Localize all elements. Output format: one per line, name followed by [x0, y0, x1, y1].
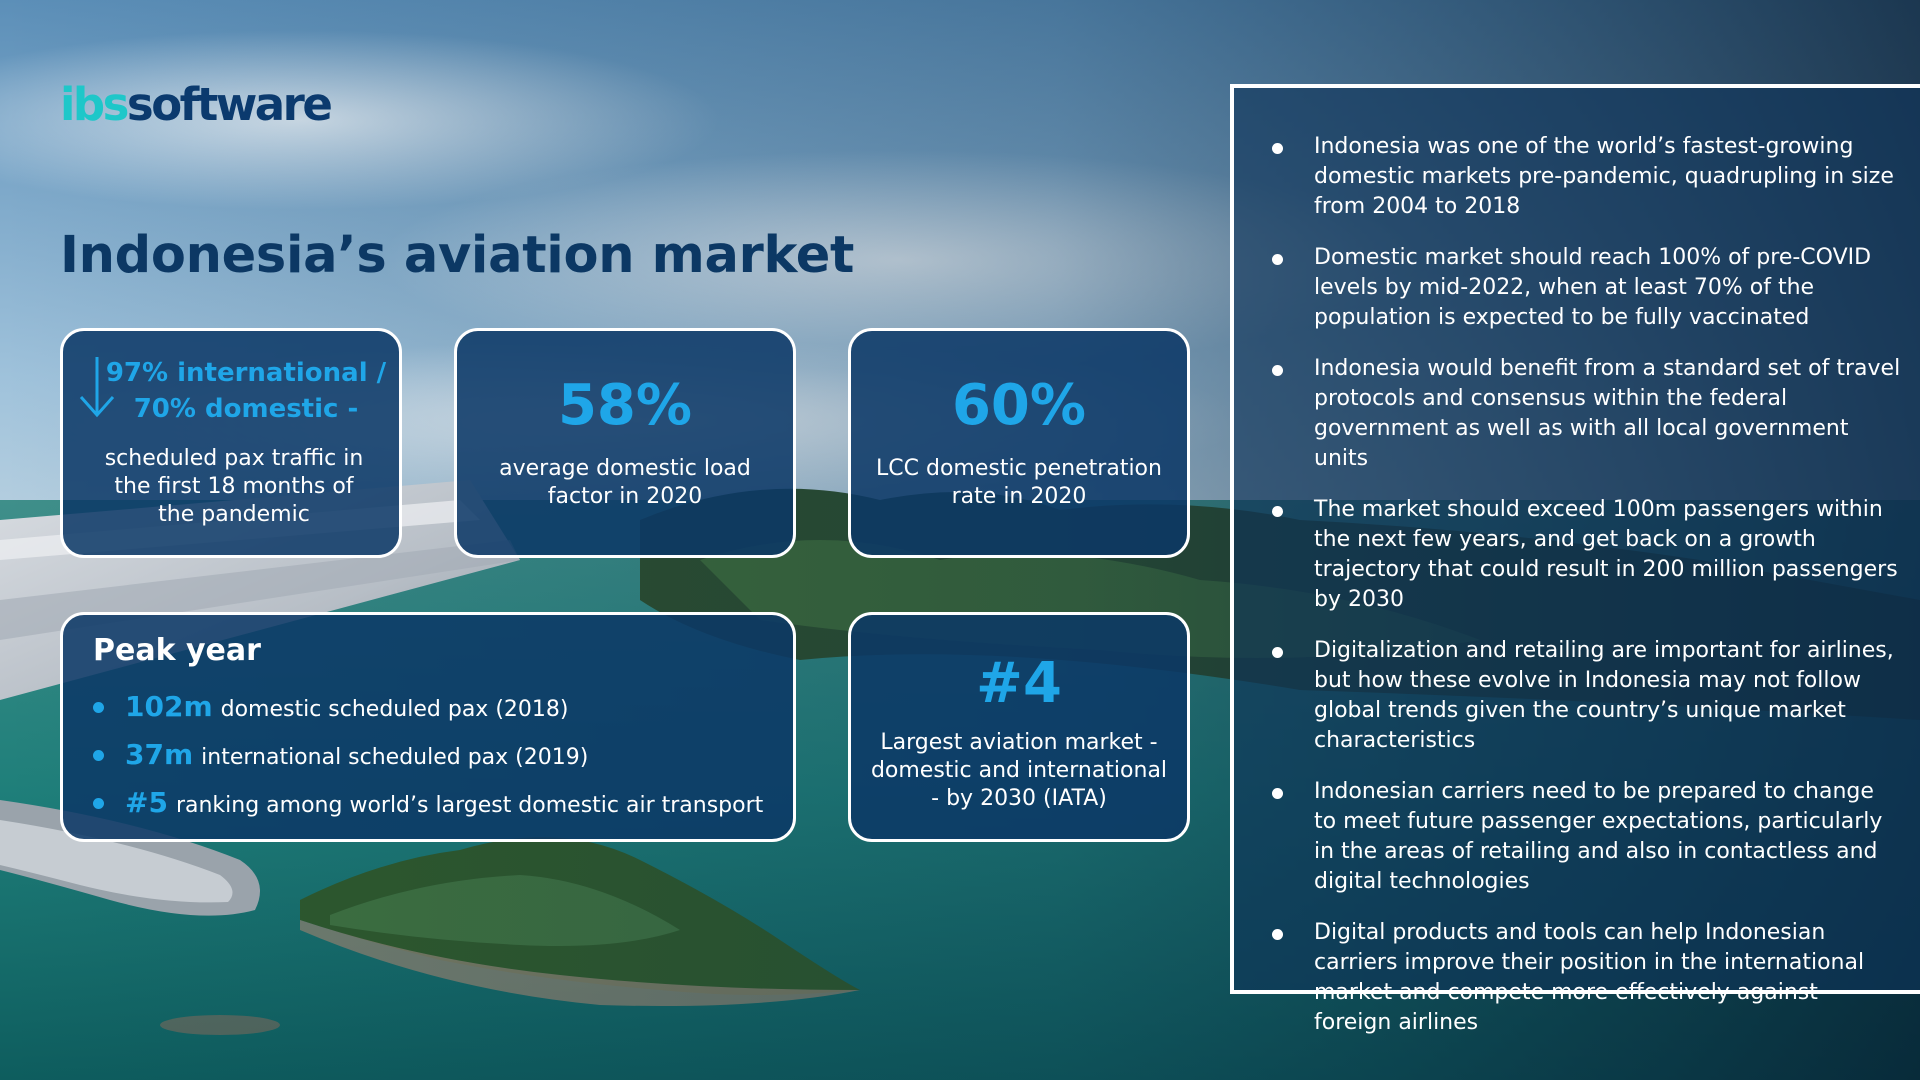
key-point-text: Digital products and tools can help Indo… [1314, 920, 1865, 1035]
stat-value: #4 [976, 651, 1062, 716]
bullet-dot-icon [93, 798, 104, 809]
stat-caption: scheduled pax traffic in the first 18 mo… [104, 446, 364, 527]
peak-year-card: Peak year 102m domestic scheduled pax (20… [60, 612, 796, 842]
key-point-text: Digitalization and retailing are importa… [1314, 638, 1894, 753]
key-point-text: Indonesian carriers need to be prepared … [1314, 779, 1883, 894]
peak-text: ranking among world’s largest domestic a… [175, 793, 764, 818]
key-point: Indonesia was one of the world’s fastest… [1272, 132, 1902, 222]
key-point-text: The market should exceed 100m passengers… [1314, 497, 1898, 612]
company-logo: ibssoftware [60, 78, 333, 131]
bullet-dot-icon [1272, 365, 1283, 376]
stat-value: 58% [557, 373, 693, 438]
bullet-dot-icon [1272, 254, 1283, 265]
stat-value: 60% [951, 373, 1087, 438]
peak-year-item: 102m domestic scheduled pax (2018) [93, 683, 763, 731]
stat-highlight: 97% international / 70% domestic - [105, 358, 387, 424]
peak-year-item: 37m international scheduled pax (2019) [93, 731, 763, 779]
stat-caption: Largest aviation market - domestic and i… [870, 730, 1168, 811]
key-point: Domestic market should reach 100% of pre… [1272, 243, 1902, 333]
bullet-dot-icon [1272, 788, 1283, 799]
arrow-down-icon [79, 357, 115, 418]
peak-value: 37m [125, 738, 194, 771]
stat-card-pandemic-traffic: 97% international / 70% domestic - sched… [60, 328, 402, 558]
key-point: Indonesian carriers need to be prepared … [1272, 777, 1902, 897]
stat-card-load-factor: 58% average domestic load factor in 2020 [454, 328, 796, 558]
stat-card-market-rank: #4 Largest aviation market - domestic an… [848, 612, 1190, 842]
stat-caption: average domestic load factor in 2020 [499, 456, 751, 509]
key-point-text: Indonesia was one of the world’s fastest… [1314, 134, 1894, 219]
bullet-dot-icon [93, 750, 104, 761]
peak-year-title: Peak year [93, 633, 261, 668]
key-points-list: Indonesia was one of the world’s fastest… [1234, 88, 1920, 1038]
peak-year-item: #5 ranking among world’s largest domestic… [93, 779, 763, 827]
page-title: Indonesia’s aviation market [60, 226, 855, 285]
peak-text: international scheduled pax (2019) [201, 745, 589, 770]
logo-part-software: software [126, 78, 333, 131]
bullet-dot-icon [93, 702, 104, 713]
key-point: Digitalization and retailing are importa… [1272, 636, 1902, 756]
bullet-dot-icon [1272, 143, 1283, 154]
logo-part-ibs: ibs [60, 78, 129, 131]
peak-year-list: 102m domestic scheduled pax (2018) 37m int… [93, 683, 763, 827]
key-point: Indonesia would benefit from a standard … [1272, 354, 1902, 474]
key-point-text: Indonesia would benefit from a standard … [1314, 356, 1901, 471]
bullet-dot-icon [1272, 647, 1283, 658]
peak-value: 102m [125, 690, 213, 723]
bullet-dot-icon [1272, 506, 1283, 517]
peak-value: #5 [125, 786, 168, 819]
stat-caption: LCC domestic penetration rate in 2020 [876, 456, 1162, 509]
bullet-dot-icon [1272, 929, 1283, 940]
key-point-text: Domestic market should reach 100% of pre… [1314, 245, 1872, 330]
key-point: The market should exceed 100m passengers… [1272, 495, 1902, 615]
key-point: Digital products and tools can help Indo… [1272, 918, 1902, 1038]
stat-card-lcc-penetration: 60% LCC domestic penetration rate in 202… [848, 328, 1190, 558]
key-points-panel: Indonesia was one of the world’s fastest… [1230, 84, 1920, 1035]
peak-text: domestic scheduled pax (2018) [220, 697, 569, 722]
